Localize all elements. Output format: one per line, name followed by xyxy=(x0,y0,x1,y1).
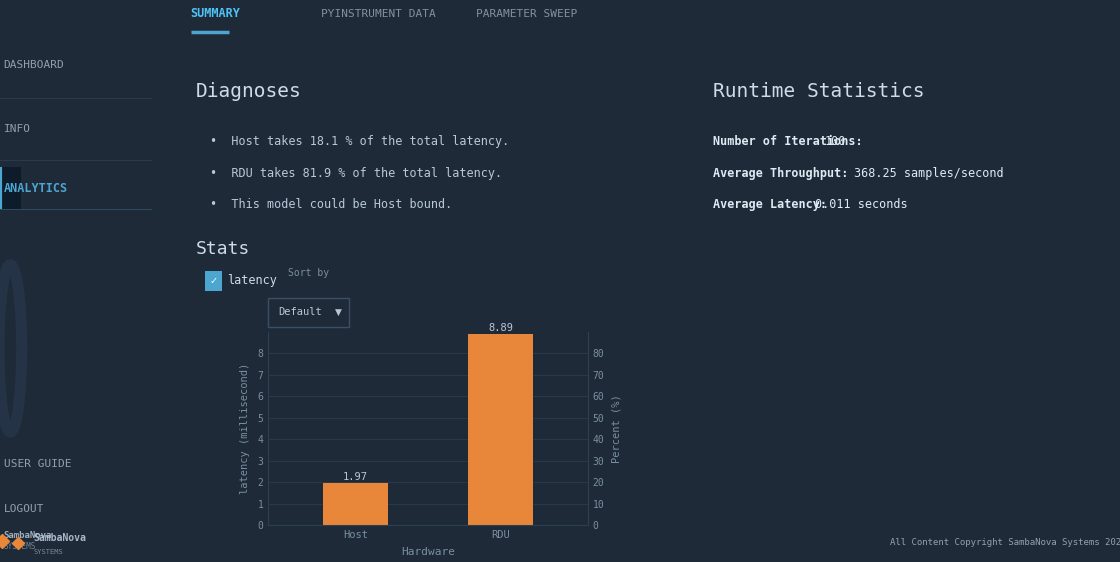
Text: Default: Default xyxy=(278,307,321,318)
Text: Average Throughput:: Average Throughput: xyxy=(713,167,849,180)
Text: Number of Iterations:: Number of Iterations: xyxy=(713,135,864,148)
Text: SYSTEMS: SYSTEMS xyxy=(34,550,63,555)
Text: USER GUIDE: USER GUIDE xyxy=(3,459,72,469)
Text: PARAMETER SWEEP: PARAMETER SWEEP xyxy=(476,9,578,19)
X-axis label: Hardware: Hardware xyxy=(401,547,455,558)
Text: Sort by: Sort by xyxy=(288,269,329,278)
Bar xyxy=(468,334,533,525)
Text: 100: 100 xyxy=(824,135,846,148)
Text: 368.25 samples/second: 368.25 samples/second xyxy=(853,167,1004,180)
FancyBboxPatch shape xyxy=(0,167,20,209)
Text: 0.011 seconds: 0.011 seconds xyxy=(815,198,907,211)
Text: •  Host takes 18.1 % of the total latency.: • Host takes 18.1 % of the total latency… xyxy=(211,135,510,148)
Text: SUMMARY: SUMMARY xyxy=(190,7,241,20)
Text: ANALYTICS: ANALYTICS xyxy=(3,182,68,195)
Y-axis label: Percent (%): Percent (%) xyxy=(612,394,622,463)
Text: 8.89: 8.89 xyxy=(488,323,513,333)
Text: All Content Copyright SambaNova Systems 2021-2023: All Content Copyright SambaNova Systems … xyxy=(890,538,1120,547)
FancyBboxPatch shape xyxy=(205,271,222,291)
Text: DASHBOARD: DASHBOARD xyxy=(3,60,65,70)
Text: SambaNova: SambaNova xyxy=(3,531,53,540)
Text: SambaNova: SambaNova xyxy=(34,533,86,543)
Text: Diagnoses: Diagnoses xyxy=(196,82,301,101)
Text: LOGOUT: LOGOUT xyxy=(3,504,44,514)
Text: Stats: Stats xyxy=(196,241,250,259)
Text: Runtime Statistics: Runtime Statistics xyxy=(713,82,925,101)
Bar xyxy=(323,483,388,525)
Y-axis label: latency (millisecond): latency (millisecond) xyxy=(241,363,251,494)
Text: 1.97: 1.97 xyxy=(343,472,367,482)
Text: •  This model could be Host bound.: • This model could be Host bound. xyxy=(211,198,452,211)
Text: •  RDU takes 81.9 % of the total latency.: • RDU takes 81.9 % of the total latency. xyxy=(211,167,502,180)
Text: PYINSTRUMENT DATA: PYINSTRUMENT DATA xyxy=(321,9,436,19)
Text: INFO: INFO xyxy=(3,124,30,134)
Text: ✓: ✓ xyxy=(209,276,217,286)
FancyBboxPatch shape xyxy=(268,298,348,327)
Text: SYSTEMS: SYSTEMS xyxy=(3,542,36,551)
Text: ▼: ▼ xyxy=(335,308,343,317)
Text: Average Latency:: Average Latency: xyxy=(713,198,828,211)
Text: latency: latency xyxy=(227,274,277,287)
